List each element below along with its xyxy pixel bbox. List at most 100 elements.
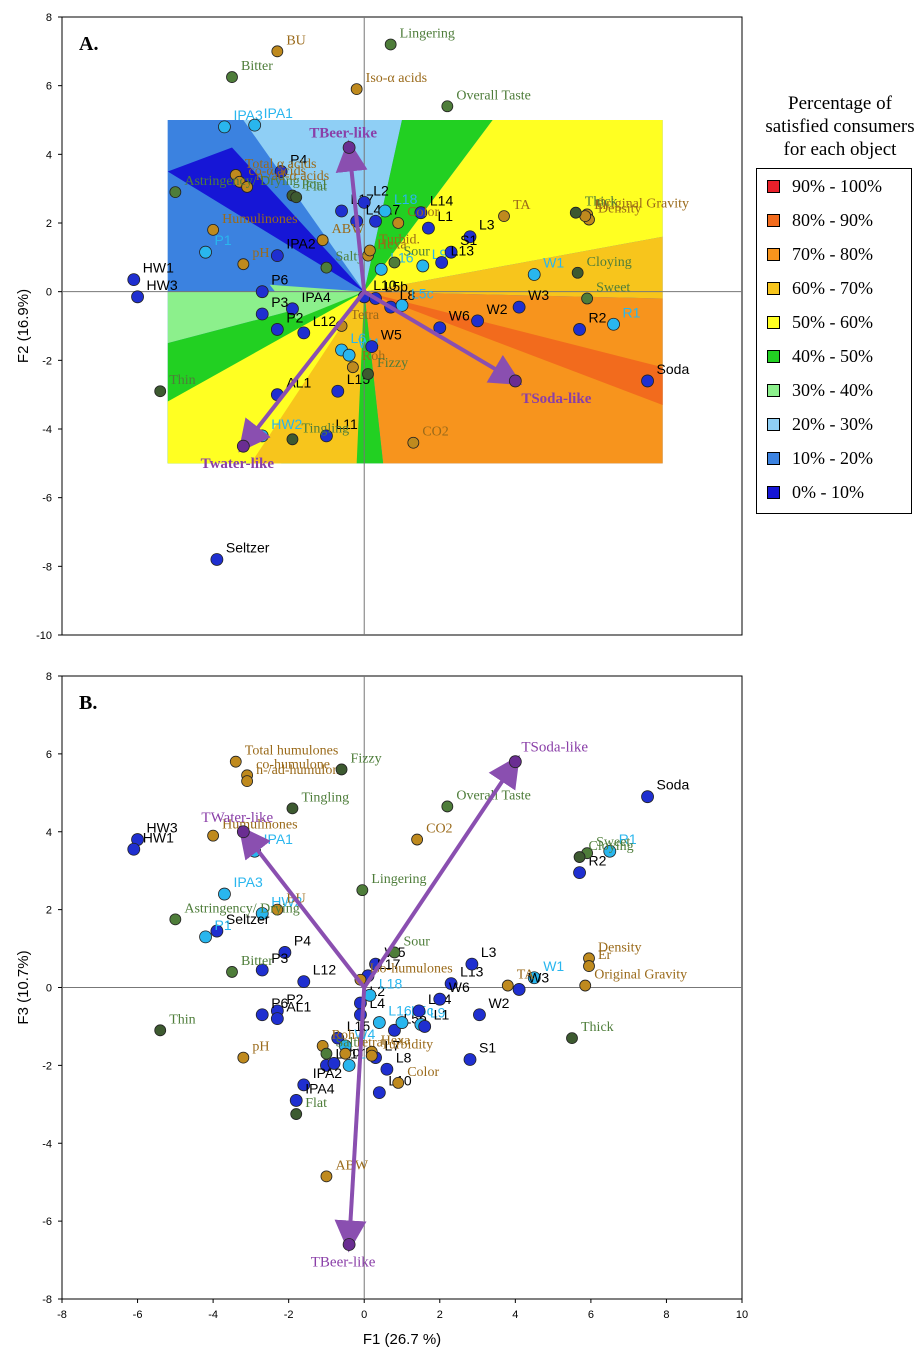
data-point bbox=[527, 268, 541, 281]
legend-swatch bbox=[767, 485, 780, 499]
point-label: Density bbox=[598, 202, 642, 217]
data-point bbox=[473, 1008, 486, 1022]
legend-swatch bbox=[767, 349, 780, 363]
data-point bbox=[374, 262, 388, 276]
x-tick-label: 2 bbox=[437, 1309, 443, 1321]
point-label: Turbid. bbox=[379, 232, 420, 247]
vector-label: TBeer-like bbox=[309, 125, 377, 141]
data-point bbox=[579, 979, 592, 992]
point-label: Fizzy bbox=[377, 356, 408, 371]
point-label: Flat bbox=[305, 179, 327, 194]
legend-label: 90% - 100% bbox=[792, 175, 882, 196]
panel-label: A. bbox=[79, 33, 98, 55]
point-label: Bitter bbox=[241, 954, 273, 969]
data-point bbox=[498, 210, 510, 223]
point-label: TA bbox=[513, 198, 531, 213]
point-label: P2 bbox=[286, 991, 303, 1007]
data-point bbox=[416, 259, 430, 273]
x-tick-label: 0 bbox=[361, 1309, 367, 1321]
data-point bbox=[169, 913, 182, 926]
data-point bbox=[641, 374, 654, 388]
point-label: W6 bbox=[449, 308, 470, 324]
point-label: Total humulones bbox=[245, 744, 339, 759]
legend: 90% - 100% 80% - 90% 70% - 80% 60% - 70% 50%… bbox=[756, 168, 912, 514]
satisfaction-region bbox=[167, 147, 365, 292]
data-point bbox=[603, 844, 617, 858]
data-point bbox=[286, 802, 299, 815]
satisfaction-region bbox=[364, 120, 493, 292]
vector-point bbox=[342, 1238, 356, 1251]
y-tick-label: -4 bbox=[42, 424, 52, 436]
point-label: W1 bbox=[543, 958, 564, 974]
data-point bbox=[331, 1031, 345, 1045]
data-point bbox=[270, 249, 284, 263]
data-point bbox=[365, 340, 379, 354]
data-point bbox=[286, 302, 299, 316]
x-tick-label: 6 bbox=[588, 1309, 594, 1321]
legend-label: 20% - 30% bbox=[792, 413, 873, 434]
point-label: Seltzer bbox=[226, 911, 270, 927]
data-point bbox=[407, 436, 420, 449]
legend-label: 80% - 90% bbox=[792, 209, 873, 230]
data-point bbox=[241, 775, 254, 788]
point-label: L7 bbox=[385, 1038, 401, 1054]
data-point bbox=[444, 245, 458, 259]
satisfaction-region bbox=[167, 291, 365, 464]
data-point bbox=[289, 1094, 303, 1107]
legend-item: 90% - 100% bbox=[757, 169, 911, 203]
legend-swatch bbox=[767, 213, 780, 227]
y-axis-label: F3 (10.7%) bbox=[15, 950, 32, 1024]
data-point bbox=[512, 983, 526, 996]
data-point bbox=[255, 963, 269, 977]
point-label: Tingling bbox=[301, 421, 349, 436]
point-label: P6 bbox=[271, 995, 288, 1011]
y-tick-label: 2 bbox=[46, 905, 52, 917]
point-label: P3 bbox=[271, 294, 288, 310]
data-point bbox=[248, 118, 262, 132]
legend-item: 60% - 70% bbox=[757, 271, 911, 305]
legend-item: 70% - 80% bbox=[757, 237, 911, 271]
legend-label: 70% - 80% bbox=[792, 243, 873, 264]
point-label: W1 bbox=[543, 255, 564, 271]
point-label: pH bbox=[252, 1040, 269, 1055]
point-label: L18 bbox=[394, 191, 418, 207]
legend-swatch bbox=[767, 179, 780, 193]
point-label: CO2 bbox=[426, 822, 452, 837]
data-point bbox=[342, 348, 356, 362]
data-point bbox=[573, 851, 586, 863]
point-label: Lingering bbox=[400, 26, 455, 41]
data-point bbox=[441, 800, 454, 813]
point-label: W3 bbox=[528, 287, 549, 303]
point-label: Thin bbox=[169, 1012, 195, 1027]
y-tick-label: 0 bbox=[46, 983, 52, 995]
point-label: co-humulone bbox=[256, 757, 330, 772]
data-point bbox=[422, 221, 435, 235]
vector-point bbox=[236, 825, 250, 839]
data-point bbox=[237, 258, 250, 271]
data-point bbox=[199, 245, 212, 259]
y-tick-label: -10 bbox=[36, 630, 52, 642]
point-label: Hexa bbox=[377, 238, 407, 253]
data-point bbox=[320, 1047, 333, 1060]
data-point bbox=[388, 256, 401, 269]
data-point bbox=[339, 1047, 352, 1060]
data-point bbox=[463, 1053, 477, 1066]
point-label: HW1 bbox=[143, 829, 174, 845]
data-point bbox=[199, 930, 212, 944]
legend-item: 50% - 60% bbox=[757, 305, 911, 339]
data-point bbox=[435, 256, 449, 269]
data-point bbox=[297, 1078, 311, 1092]
y-tick-label: -6 bbox=[42, 493, 52, 505]
data-point bbox=[395, 1016, 409, 1029]
point-label: Bitter bbox=[241, 59, 273, 74]
data-point bbox=[465, 957, 479, 971]
data-point bbox=[380, 1062, 394, 1076]
legend-item: 40% - 50% bbox=[757, 339, 911, 373]
point-label: IPA1 bbox=[264, 831, 294, 847]
point-label: Sweet bbox=[596, 281, 630, 296]
y-tick-label: 2 bbox=[46, 218, 52, 230]
data-point bbox=[372, 1086, 386, 1100]
point-label: Er bbox=[594, 198, 608, 213]
point-label: Lingering bbox=[371, 872, 426, 887]
point-label: P1 bbox=[215, 917, 232, 933]
